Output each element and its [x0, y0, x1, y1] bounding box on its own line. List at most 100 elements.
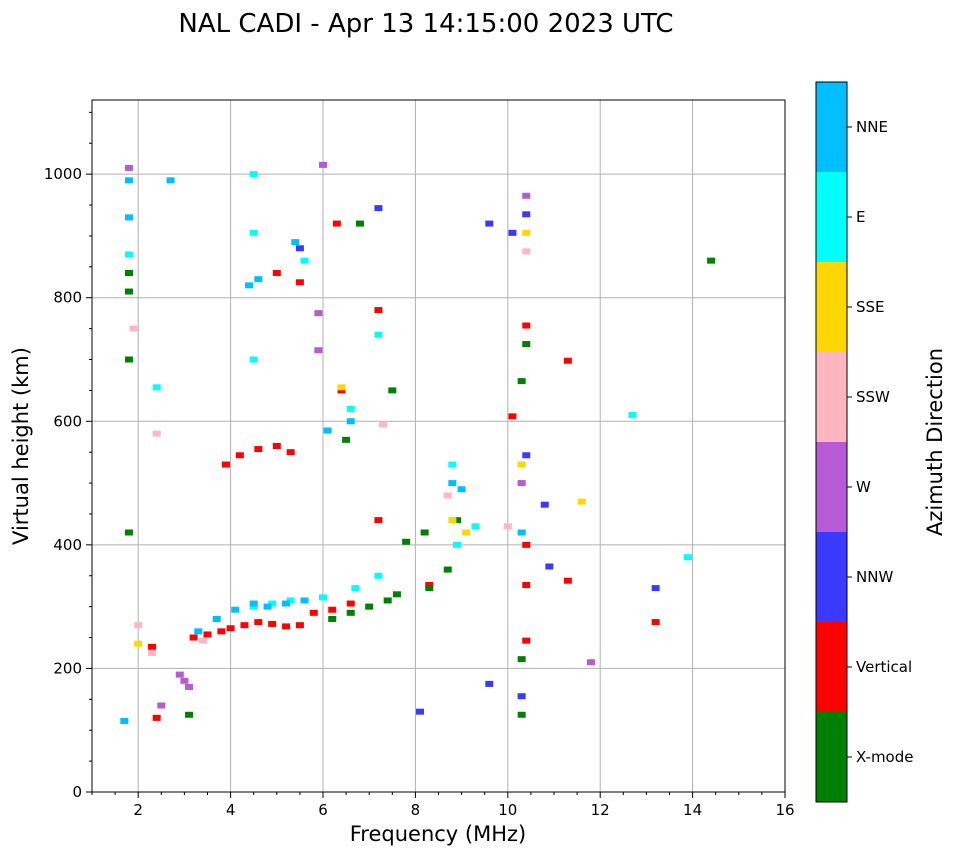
data-point-vertical: [221, 461, 230, 468]
data-point-x-mode: [517, 656, 526, 663]
data-point-e: [448, 461, 457, 468]
y-tick-label: 800: [53, 289, 82, 307]
data-point-sse: [337, 384, 346, 391]
chart-title: NAL CADI - Apr 13 14:15:00 2023 UTC: [178, 9, 673, 39]
data-point-x-mode: [328, 616, 337, 622]
data-point-sse: [462, 529, 471, 536]
data-point-vertical: [240, 622, 249, 629]
data-point-x-mode: [707, 257, 716, 264]
data-point-vertical: [522, 541, 531, 548]
data-point-nne: [124, 214, 133, 221]
colorbar-segment: [816, 352, 847, 442]
data-point-vertical: [282, 623, 291, 630]
x-tick-label: 2: [133, 801, 143, 819]
colorbar-frame: [815, 81, 848, 803]
data-point-vertical: [254, 446, 263, 453]
x-axis-ticks: 2 4 6 8 10 12 14 16: [91, 792, 795, 819]
y-axis-label: Virtual height (km): [9, 347, 33, 545]
data-point-nnw: [522, 452, 531, 459]
data-point-vertical: [651, 619, 660, 626]
data-point-nne: [166, 177, 175, 184]
data-point-nnw: [517, 693, 526, 700]
data-point-nnw: [485, 680, 494, 687]
data-point-sse: [577, 498, 586, 505]
x-tick-label: 6: [318, 801, 328, 819]
data-point-vertical: [189, 634, 198, 641]
data-point-x-mode: [443, 566, 452, 573]
y-tick-label: 200: [53, 659, 82, 677]
data-point-x-mode: [392, 591, 401, 598]
data-point-vertical: [203, 631, 212, 638]
data-point-nne: [249, 600, 258, 607]
data-point-nne: [245, 282, 254, 289]
data-point-e: [628, 412, 637, 419]
data-point-w: [522, 192, 531, 199]
x-tick-label: 14: [683, 801, 702, 819]
data-point-vertical: [522, 322, 531, 329]
data-point-nne: [194, 628, 203, 635]
colorbar-label: NNW: [856, 568, 893, 586]
data-point-e: [683, 554, 692, 561]
data-point-x-mode: [517, 711, 526, 718]
data-point-vertical: [148, 643, 157, 650]
data-point-x-mode: [383, 597, 392, 604]
colorbar: X-mode Vertical NNW W SSW SSE E NNE: [815, 81, 913, 803]
data-point-nne: [323, 427, 332, 434]
data-point-ssw: [379, 421, 388, 428]
data-point-x-mode: [402, 538, 411, 545]
data-point-nne: [254, 276, 263, 283]
data-point-nne: [517, 529, 526, 536]
data-point-vertical: [563, 357, 572, 364]
data-point-vertical: [286, 449, 295, 456]
data-point-w: [185, 683, 194, 690]
data-point-vertical: [235, 452, 244, 459]
data-point-nnw: [485, 220, 494, 227]
data-point-x-mode: [124, 529, 133, 536]
data-point-vertical: [268, 620, 277, 627]
colorbar-label: X-mode: [856, 748, 913, 766]
data-point-vertical: [217, 628, 226, 635]
data-point-vertical: [425, 582, 434, 589]
data-point-ssw: [148, 649, 157, 656]
colorbar-segment: [816, 712, 847, 802]
data-point-nnw: [374, 205, 383, 212]
data-point-e: [249, 229, 258, 236]
data-point-ssw: [134, 622, 143, 629]
data-point-nnw: [295, 245, 304, 252]
x-tick-label: 8: [411, 801, 421, 819]
data-point-nnw: [545, 563, 554, 570]
data-point-e: [124, 251, 133, 258]
data-point-x-mode: [517, 378, 526, 385]
data-point-vertical: [272, 443, 281, 449]
data-point-nne: [346, 418, 355, 425]
data-point-w: [319, 161, 327, 168]
data-point-vertical: [152, 714, 161, 721]
data-point-sse: [517, 461, 526, 468]
data-point-x-mode: [425, 585, 434, 592]
data-point-nne: [124, 177, 133, 184]
data-point-e: [249, 171, 258, 178]
data-point-nnw: [522, 211, 531, 218]
data-point-w: [175, 671, 184, 678]
data-point-nne: [448, 480, 457, 487]
data-point-nne: [291, 239, 300, 246]
data-point-e: [268, 600, 277, 607]
x-axis-label: Frequency (MHz): [350, 822, 526, 846]
data-point-vertical: [309, 609, 318, 616]
data-point-e: [351, 585, 360, 592]
data-point-nne: [120, 717, 129, 724]
y-axis-ticks: 0 200 400 600 800 1000: [44, 111, 92, 801]
data-point-w: [586, 659, 595, 666]
colorbar-label: Vertical: [856, 658, 912, 676]
colorbar-segment: [816, 622, 847, 712]
data-point-w: [124, 164, 133, 171]
data-point-x-mode: [420, 529, 429, 536]
data-point-nnw: [508, 229, 517, 236]
colorbar-label: NNE: [856, 118, 888, 136]
grid-lines: [92, 100, 785, 792]
data-point-e: [286, 597, 295, 604]
data-point-e: [319, 594, 327, 601]
data-point-e: [249, 356, 258, 363]
